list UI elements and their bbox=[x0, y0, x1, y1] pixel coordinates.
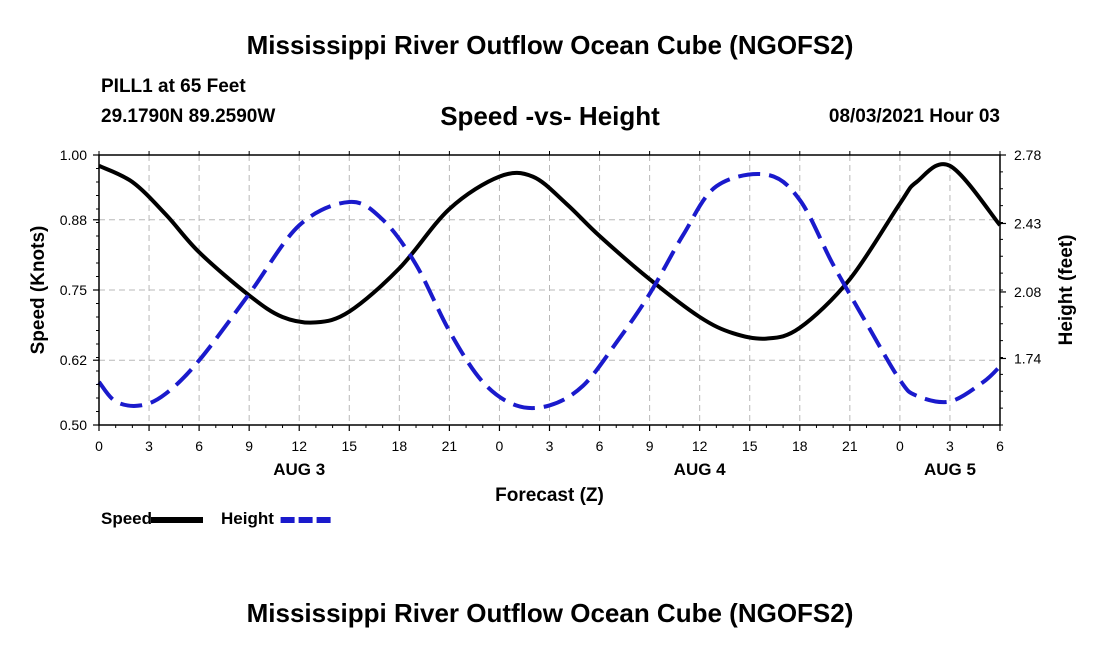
y-tick-label: 0.75 bbox=[60, 282, 87, 298]
footer-title: Mississippi River Outflow Ocean Cube (NG… bbox=[246, 598, 854, 628]
forecast-datetime: 08/03/2021 Hour 03 bbox=[828, 106, 1000, 127]
x-tick-label: 12 bbox=[291, 438, 307, 454]
x-tick-label: 0 bbox=[95, 438, 103, 454]
legend-label: Height bbox=[221, 509, 274, 528]
x-tick-label: 15 bbox=[742, 438, 758, 454]
x-tick-label: 9 bbox=[646, 438, 654, 454]
station-coordinates: 29.1790N 89.2590W bbox=[101, 106, 276, 127]
y-tick-label: 0.88 bbox=[60, 212, 87, 228]
x-tick-label: 12 bbox=[692, 438, 708, 454]
x-tick-label: 6 bbox=[195, 438, 203, 454]
grid-lines bbox=[99, 155, 1000, 425]
x-tick-label: 6 bbox=[996, 438, 1004, 454]
x-tick-label: 15 bbox=[341, 438, 357, 454]
y2-tick-label: 1.74 bbox=[1014, 350, 1041, 366]
y2-tick-label: 2.43 bbox=[1014, 215, 1041, 231]
x-tick-label: 18 bbox=[792, 438, 808, 454]
x-tick-label: 3 bbox=[145, 438, 153, 454]
date-label: AUG 3 bbox=[273, 460, 325, 479]
x-tick-label: 21 bbox=[442, 438, 458, 454]
legend-label: Speed bbox=[101, 509, 152, 528]
x-tick-label: 9 bbox=[245, 438, 253, 454]
x-tick-label: 18 bbox=[392, 438, 408, 454]
y2-tick-label: 2.78 bbox=[1014, 147, 1041, 163]
x-tick-label: 6 bbox=[596, 438, 604, 454]
series-speed-line bbox=[98, 162, 1002, 341]
chart-title: Mississippi River Outflow Ocean Cube (NG… bbox=[246, 30, 854, 60]
date-label: AUG 5 bbox=[924, 460, 976, 479]
chart-subtitle: Speed -vs- Height bbox=[440, 101, 660, 131]
date-label: AUG 4 bbox=[674, 460, 727, 479]
y2-axis-label: Height (feet) bbox=[1056, 235, 1077, 346]
x-axis-label: Forecast (Z) bbox=[495, 485, 604, 506]
x-tick-label: 0 bbox=[496, 438, 504, 454]
y-tick-label: 1.00 bbox=[60, 147, 87, 163]
x-tick-label: 3 bbox=[946, 438, 954, 454]
station-name: PILL1 at 65 Feet bbox=[101, 76, 246, 97]
series-height-line bbox=[97, 172, 1002, 411]
y2-tick-label: 2.08 bbox=[1014, 284, 1041, 300]
x-tick-label: 0 bbox=[896, 438, 904, 454]
y-axis-label: Speed (Knots) bbox=[28, 226, 49, 355]
y-tick-label: 0.62 bbox=[60, 352, 87, 368]
y-tick-label: 0.50 bbox=[60, 417, 87, 433]
x-tick-label: 21 bbox=[842, 438, 858, 454]
legend: Speed Height bbox=[101, 509, 333, 528]
x-tick-label: 3 bbox=[546, 438, 554, 454]
